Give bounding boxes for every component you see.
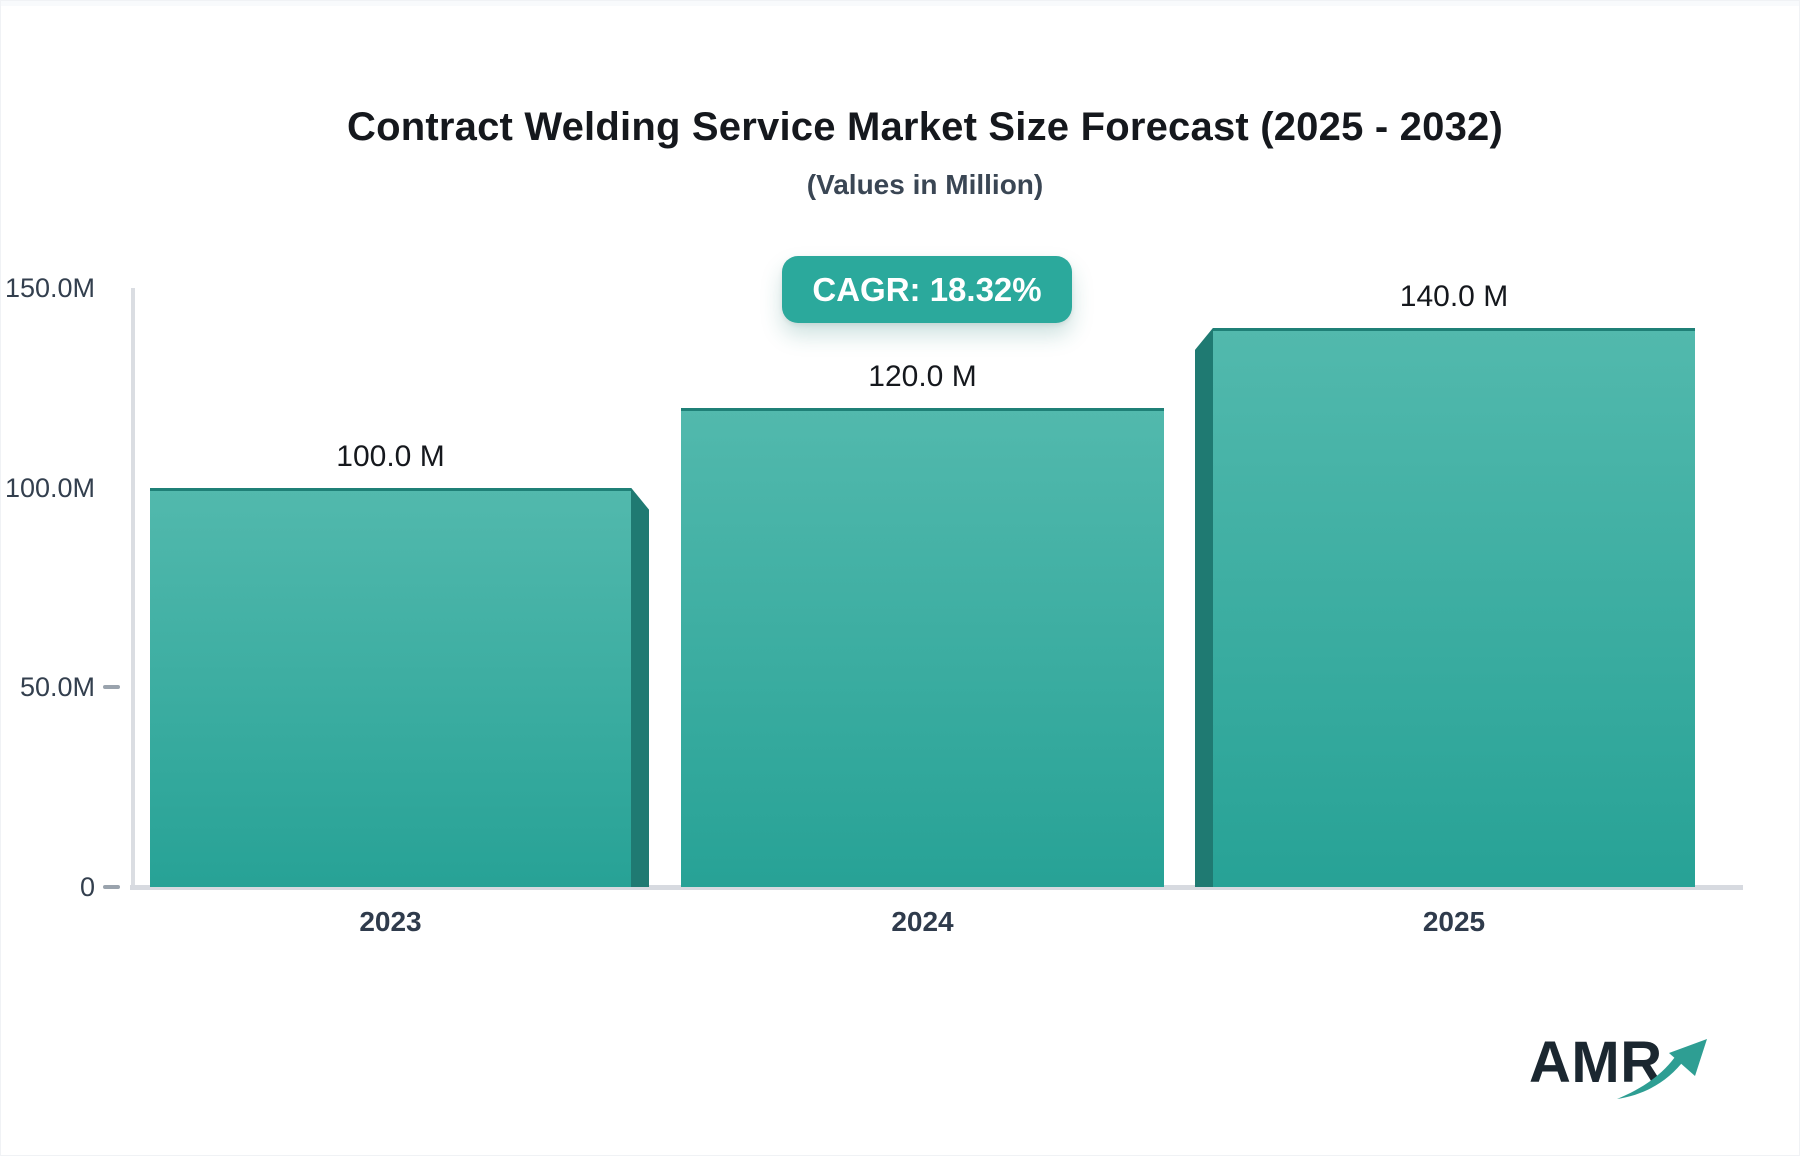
bar-3d-edge <box>631 487 649 887</box>
y-axis-tick-mark <box>103 685 120 690</box>
amr-logo-text: AMR <box>1529 1030 1663 1095</box>
x-axis-line <box>130 885 1743 890</box>
cagr-badge: CAGR: 18.32% <box>782 256 1072 323</box>
x-axis-category-label: 2024 <box>891 906 954 937</box>
bar-top-highlight <box>1213 327 1695 331</box>
y-axis-line <box>131 288 135 889</box>
bar-value-label: 120.0 M <box>868 359 977 393</box>
frame-top-strip <box>1 1 1799 6</box>
amr-logo: AMR <box>1529 1029 1729 1119</box>
chart-title: Contract Welding Service Market Size For… <box>347 105 1503 149</box>
bar-2024[interactable] <box>681 407 1164 887</box>
x-axis-category-label: 2023 <box>359 906 422 937</box>
bar-2023[interactable] <box>150 487 631 887</box>
x-axis-category-label: 2025 <box>1422 906 1486 937</box>
y-axis-tick-label: 50.0M <box>19 672 95 703</box>
y-axis-tick-label: 100.0M <box>4 472 95 503</box>
growth-arrow-icon <box>1617 1039 1707 1099</box>
bar-3d-edge <box>1195 327 1213 887</box>
bar-top-highlight <box>681 407 1164 411</box>
chart-subtitle: (Values in Million) <box>806 169 1044 200</box>
y-axis-tick-mark <box>103 885 120 889</box>
bar-2025[interactable] <box>1213 327 1695 887</box>
bar-value-label: 100.0 M <box>336 439 445 473</box>
bar-value-label: 140.0 M <box>1399 279 1509 313</box>
y-axis-tick-label: 0 <box>79 872 95 902</box>
y-axis-tick-label: 150.0M <box>4 273 95 303</box>
bar-top-highlight <box>150 487 631 491</box>
